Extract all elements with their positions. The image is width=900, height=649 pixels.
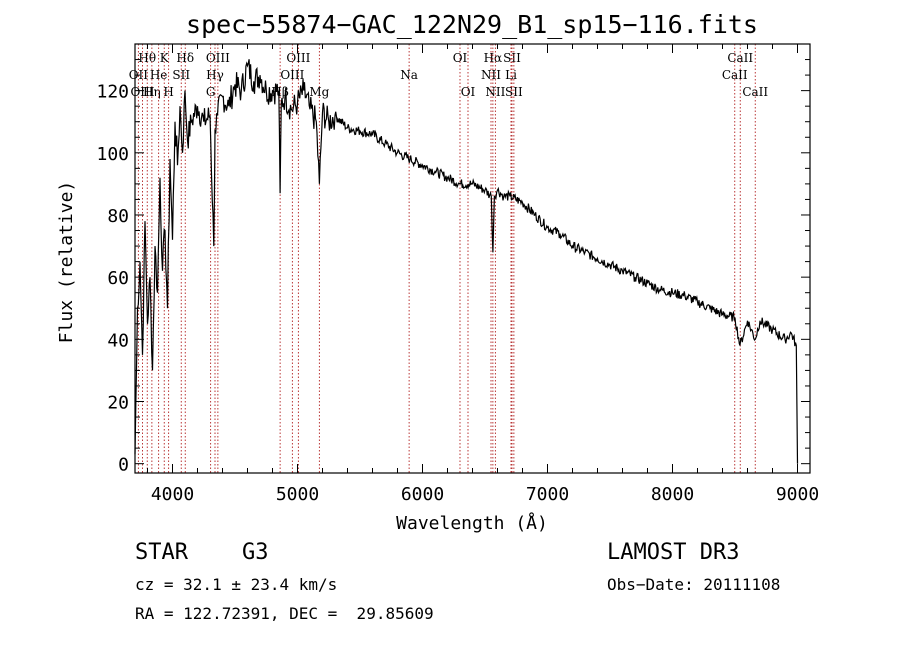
x-tick-label: 7000: [526, 484, 569, 505]
x-tick-label: 5000: [276, 484, 319, 505]
marker-label: NII: [481, 68, 501, 82]
marker-label: CaII: [742, 85, 768, 99]
marker-label: SII: [505, 85, 523, 99]
y-tick-label: 40: [107, 330, 129, 351]
marker-label: OIII: [206, 51, 230, 65]
plot-frame: [134, 43, 811, 474]
marker-label: Hγ: [206, 68, 224, 82]
marker-label: SII: [503, 51, 521, 65]
y-tick-label: 0: [118, 455, 129, 476]
marker-label: Na: [400, 68, 418, 82]
object-class: STAR: [135, 540, 188, 565]
y-tick-label: 100: [96, 144, 129, 165]
marker-label: K: [160, 51, 170, 65]
y-axis-label: Flux (relative): [56, 181, 77, 344]
survey-name: LAMOST DR3: [607, 540, 740, 565]
redshift-velocity: cz = 32.1 ± 23.4 km/s: [135, 575, 338, 594]
marker-label: NII: [485, 85, 505, 99]
marker-label: He: [150, 68, 168, 82]
marker-label: Mg: [309, 85, 329, 99]
x-axis-label: Wavelength (Å): [396, 512, 548, 534]
coordinates: RA = 122.72391, DEC = 29.85609: [135, 604, 434, 623]
marker-label: OIII: [130, 85, 154, 99]
marker-label: OIII: [280, 68, 304, 82]
marker-label: Hθ: [138, 51, 156, 65]
marker-label: CaII: [722, 68, 748, 82]
marker-label: Li: [505, 68, 517, 82]
x-tick-label: 9000: [776, 484, 819, 505]
y-tick-label: 80: [107, 206, 129, 227]
flux-series-line: [134, 59, 799, 464]
marker-label: H: [163, 85, 173, 99]
marker-label: CaII: [727, 51, 753, 65]
marker-label: Hα: [484, 51, 503, 65]
marker-label: OI: [453, 51, 468, 65]
marker-label: OIII: [286, 51, 310, 65]
chart-title: spec−55874−GAC_122N29_B1_sp15−116.fits: [186, 10, 758, 39]
axes: 4000 5000 6000 7000 8000 9000 0 20 40 60 80 100 120: [96, 44, 819, 505]
marker-label: G: [206, 85, 216, 99]
marker-label: SII: [172, 68, 190, 82]
object-subclass: G3: [242, 540, 269, 565]
y-tick-label: 20: [107, 393, 129, 414]
marker-label: OI: [461, 85, 476, 99]
y-tick-label: 120: [96, 82, 129, 103]
x-tick-label: 4000: [151, 484, 194, 505]
y-tick-label: 60: [107, 268, 129, 289]
observation-date: Obs−Date: 20111108: [607, 575, 781, 594]
marker-label: Hη: [143, 85, 161, 99]
x-tick-label: 6000: [401, 484, 444, 505]
marker-label: Hδ: [176, 51, 194, 65]
x-tick-label: 8000: [651, 484, 694, 505]
